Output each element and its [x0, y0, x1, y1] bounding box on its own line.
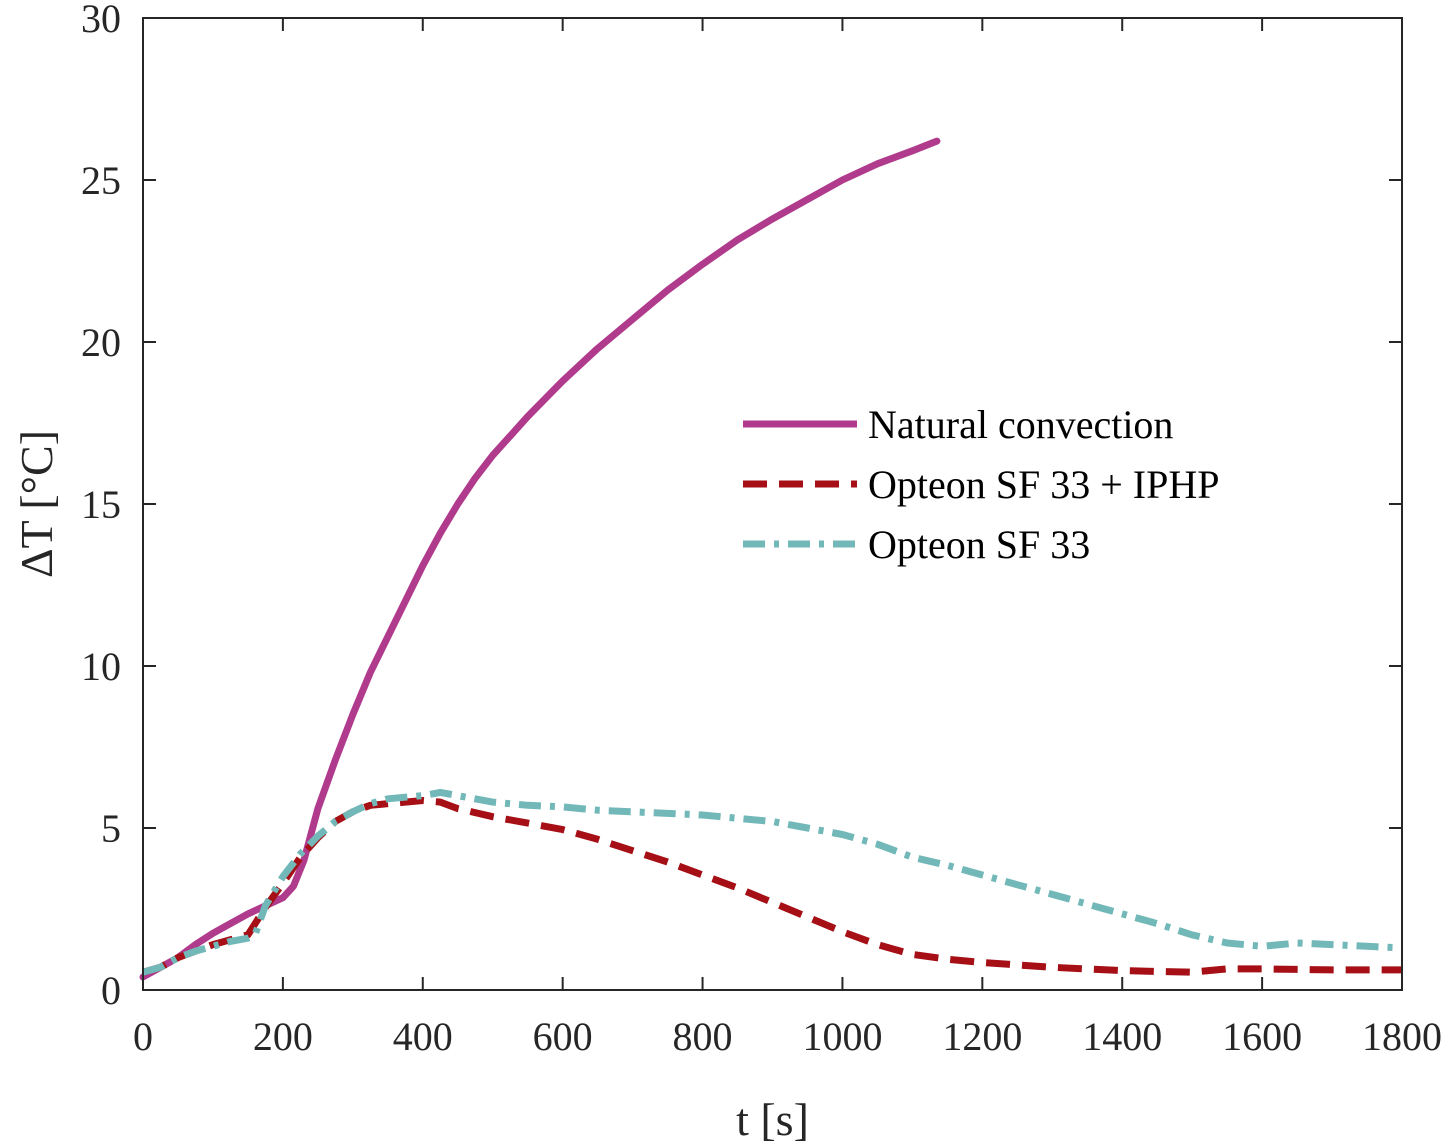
legend-label-1: Natural convection: [868, 402, 1173, 447]
series-line-2: [142, 797, 1402, 976]
y-axis-title: ΔT [°C]: [11, 430, 62, 578]
ticks-layer: 0 200 400 600 800 1000 1200 1400 1600 1800 0 5 10 15 2…: [81, 0, 1442, 1059]
series-line-1: [139, 137, 941, 981]
legend: Natural convection Opteon SF 33 + IPHP Opt…: [743, 402, 1220, 567]
y-tick-label: 25: [81, 158, 121, 203]
y-tick-label: 20: [81, 320, 121, 365]
x-tick-label: 800: [673, 1014, 733, 1059]
x-tick-label: 1400: [1082, 1014, 1162, 1059]
plot-area: 0 200 400 600 800 1000 1200 1400 1600 1800 0 5 10 15 2…: [81, 0, 1442, 1059]
y-tick-label: 15: [81, 482, 121, 527]
y-tick-label: 0: [101, 968, 121, 1013]
x-tick-label: 1800: [1362, 1014, 1442, 1059]
x-tick-label: 1200: [942, 1014, 1022, 1059]
series-line-3: [142, 788, 1403, 976]
y-tick-label: 5: [101, 806, 121, 851]
y-tick-label: 10: [81, 644, 121, 689]
legend-label-3: Opteon SF 33: [868, 522, 1090, 567]
x-tick-label: 1000: [802, 1014, 882, 1059]
x-axis-title: t [s]: [736, 1094, 809, 1145]
x-tick-label: 200: [253, 1014, 313, 1059]
legend-label-2: Opteon SF 33 + IPHP: [868, 462, 1220, 507]
x-tick-label: 0: [133, 1014, 153, 1059]
x-tick-label: 600: [533, 1014, 593, 1059]
y-tick-label: 30: [81, 0, 121, 41]
series-layer: [139, 137, 1403, 981]
x-tick-label: 1600: [1222, 1014, 1302, 1059]
x-tick-label: 400: [393, 1014, 453, 1059]
